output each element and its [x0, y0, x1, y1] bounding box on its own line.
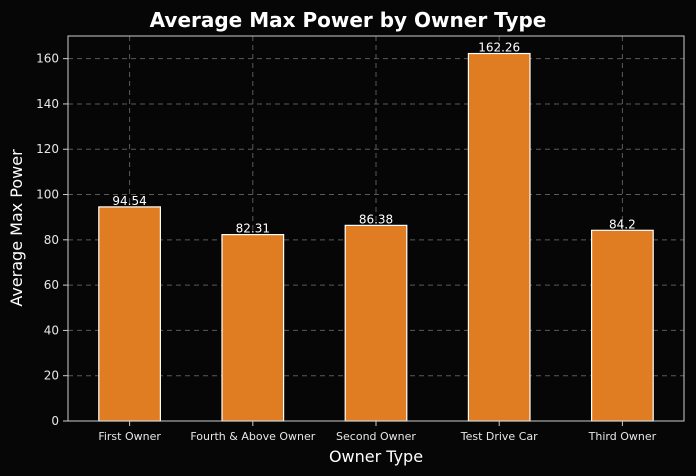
x-tick-label: Third Owner: [588, 430, 657, 443]
y-tick-label: 120: [36, 142, 59, 156]
bar-value-label: 86.38: [359, 212, 393, 226]
x-tick-label: First Owner: [98, 430, 161, 443]
x-tick-label: Test Drive Car: [460, 430, 538, 443]
y-tick-label: 140: [36, 97, 59, 111]
x-axis-label: Owner Type: [329, 447, 423, 466]
y-tick-label: 60: [44, 278, 59, 292]
bar-value-label: 84.2: [609, 217, 636, 231]
data-labels: 94.54 82.31 86.38 162.26 84.2: [112, 41, 635, 236]
y-tick-label: 80: [44, 233, 59, 247]
plot-frame: [67, 35, 685, 422]
y-tick-label: 40: [44, 323, 59, 337]
bar: [344, 224, 408, 422]
bar: [98, 206, 162, 422]
y-tick-label: 0: [51, 414, 59, 428]
y-tick-label: 20: [44, 369, 59, 383]
bar: [221, 233, 285, 422]
x-tick-label: Second Owner: [336, 430, 416, 443]
bar: [590, 229, 654, 422]
bar-value-label: 162.26: [478, 41, 520, 55]
axes: 0 20 40 60 80 100 120 140 160 First Owner Fourth &…: [36, 35, 685, 443]
y-tick-label: 160: [36, 52, 59, 66]
bars: [98, 52, 654, 422]
bar: [467, 52, 531, 422]
chart-title: Average Max Power by Owner Type: [150, 8, 547, 32]
bar-value-label: 82.31: [236, 222, 270, 236]
y-axis-label: Average Max Power: [7, 149, 26, 307]
x-tick-label: Fourth & Above Owner: [190, 430, 315, 443]
bar-value-label: 94.54: [112, 194, 146, 208]
y-tick-label: 100: [36, 188, 59, 202]
